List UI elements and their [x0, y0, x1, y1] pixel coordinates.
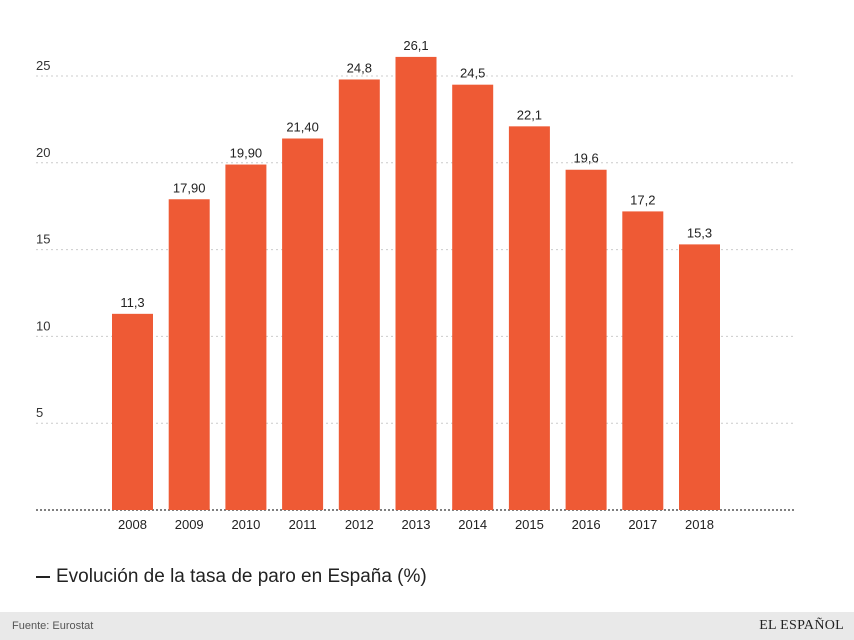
bar: [168, 199, 210, 511]
data-label: 24,5: [460, 66, 485, 81]
legend: Evolución de la tasa de paro en España (…: [36, 566, 427, 588]
x-tick-label: 2012: [345, 517, 374, 532]
bar: [679, 244, 720, 510]
source-text: Fuente: Eurostat: [12, 620, 94, 632]
x-tick-label: 2018: [685, 517, 714, 532]
bar-chart: 5 10 15 20 25 11,3 2008 17,90 2009 19,90 2010 21,40…: [36, 38, 794, 532]
bar: [338, 79, 380, 511]
data-label: 19,90: [230, 146, 263, 161]
x-tick-label: 2008: [118, 517, 147, 532]
data-label: 24,8: [347, 60, 372, 75]
brand-logo: EL ESPAÑOL: [759, 618, 844, 633]
legend-label: Evolución de la tasa de paro en España (…: [56, 566, 427, 587]
bar: [225, 164, 267, 510]
data-label: 22,1: [517, 107, 542, 122]
x-tick-label: 2011: [289, 517, 317, 532]
data-label: 11,3: [120, 295, 144, 310]
x-tick-label: 2014: [458, 517, 487, 532]
x-tick-label: 2015: [515, 517, 544, 532]
footer: Fuente: Eurostat EL ESPAÑOL: [0, 612, 854, 640]
x-tick-label: 2009: [175, 517, 204, 532]
y-tick-label: 15: [36, 232, 50, 247]
data-label: 15,3: [687, 225, 712, 240]
y-tick-label: 20: [36, 145, 50, 160]
data-label: 19,6: [573, 151, 598, 166]
bar: [112, 313, 153, 510]
bar: [452, 84, 494, 511]
data-label: 21,40: [286, 119, 319, 134]
bar: [395, 56, 437, 511]
bar: [282, 138, 324, 510]
y-tick-label: 10: [36, 318, 50, 333]
data-label: 26,1: [403, 38, 428, 53]
x-tick-label: 2013: [402, 517, 431, 532]
x-tick-label: 2017: [628, 517, 657, 532]
x-tick-label: 2016: [572, 517, 601, 532]
x-tick-label: 2010: [231, 517, 260, 532]
y-tick-label: 5: [36, 405, 43, 420]
dash-line-icon: [36, 576, 50, 578]
chart-area: 5 10 15 20 25 11,3 2008 17,90 2009 19,90 2010 21,40…: [36, 38, 794, 532]
y-tick-label: 25: [36, 58, 50, 73]
data-label: 17,2: [630, 192, 655, 207]
bar: [622, 211, 664, 510]
data-label: 17,90: [173, 180, 206, 195]
bar: [565, 169, 607, 510]
bar: [508, 126, 550, 511]
